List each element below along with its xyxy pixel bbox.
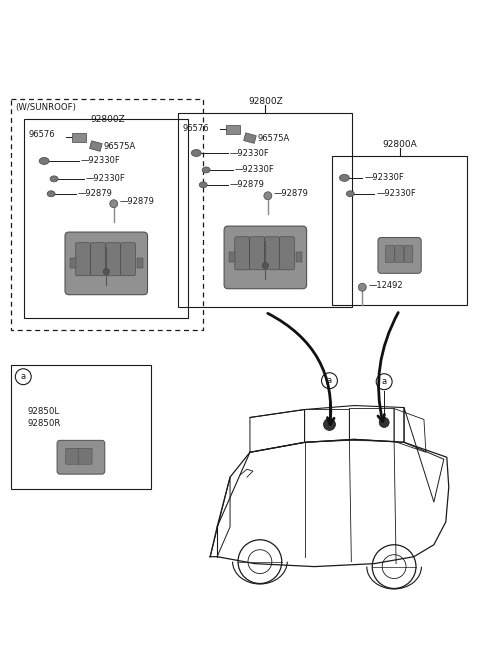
Ellipse shape: [339, 174, 349, 181]
Text: 96576: 96576: [182, 124, 209, 133]
Ellipse shape: [192, 150, 201, 157]
FancyBboxPatch shape: [264, 237, 279, 270]
Text: 96576: 96576: [28, 130, 55, 138]
Ellipse shape: [39, 157, 49, 165]
Text: —92330F: —92330F: [81, 157, 120, 165]
Bar: [70, 258, 76, 268]
FancyBboxPatch shape: [91, 243, 106, 276]
Bar: [12, 99, 203, 330]
Ellipse shape: [50, 176, 58, 182]
FancyBboxPatch shape: [378, 237, 421, 274]
Text: (W/SUNROOF): (W/SUNROOF): [15, 103, 76, 112]
Bar: [24, 119, 188, 318]
Text: a: a: [327, 376, 332, 385]
FancyBboxPatch shape: [66, 448, 80, 464]
Text: —92330F: —92330F: [86, 174, 126, 184]
Text: 92800Z: 92800Z: [90, 115, 125, 124]
Text: 96575A: 96575A: [104, 142, 136, 151]
FancyBboxPatch shape: [385, 245, 394, 262]
FancyBboxPatch shape: [279, 237, 294, 270]
FancyBboxPatch shape: [395, 245, 404, 262]
Text: a: a: [21, 372, 26, 381]
Circle shape: [263, 262, 268, 268]
Text: —92330F: —92330F: [376, 190, 416, 198]
FancyBboxPatch shape: [78, 448, 92, 464]
Text: 96575A: 96575A: [258, 134, 290, 142]
Text: —92879: —92879: [120, 197, 155, 206]
Text: —12492: —12492: [368, 281, 403, 290]
FancyBboxPatch shape: [76, 243, 91, 276]
FancyBboxPatch shape: [404, 245, 413, 262]
Bar: [226, 125, 240, 134]
FancyBboxPatch shape: [57, 440, 105, 474]
Circle shape: [324, 419, 336, 430]
Text: —92330F: —92330F: [230, 148, 270, 157]
Ellipse shape: [199, 182, 207, 188]
FancyBboxPatch shape: [235, 237, 250, 270]
Bar: [72, 133, 86, 142]
FancyBboxPatch shape: [106, 243, 120, 276]
Bar: [244, 133, 256, 144]
Ellipse shape: [347, 191, 354, 197]
Circle shape: [110, 199, 118, 208]
Bar: [296, 253, 302, 262]
Bar: [137, 258, 143, 268]
Bar: [333, 156, 467, 305]
Text: —92330F: —92330F: [364, 173, 404, 182]
Circle shape: [358, 283, 366, 291]
Text: a: a: [382, 377, 387, 386]
FancyBboxPatch shape: [250, 237, 264, 270]
Text: —92879: —92879: [274, 190, 309, 198]
FancyBboxPatch shape: [224, 226, 307, 289]
Ellipse shape: [202, 167, 210, 173]
Text: 92850L: 92850L: [27, 407, 60, 415]
Text: 92800Z: 92800Z: [248, 97, 283, 106]
Text: —92330F: —92330F: [235, 165, 275, 174]
Text: —92879: —92879: [78, 190, 113, 198]
Circle shape: [379, 417, 389, 428]
Text: —92879: —92879: [230, 180, 265, 190]
FancyBboxPatch shape: [120, 243, 135, 276]
Bar: [229, 253, 235, 262]
Ellipse shape: [47, 191, 55, 197]
Text: 92800A: 92800A: [382, 140, 417, 149]
FancyBboxPatch shape: [65, 232, 147, 295]
Text: 92850R: 92850R: [27, 419, 60, 428]
Bar: [179, 113, 352, 307]
Circle shape: [264, 192, 272, 199]
Bar: [90, 141, 102, 152]
Circle shape: [103, 268, 109, 275]
Bar: [12, 365, 151, 489]
